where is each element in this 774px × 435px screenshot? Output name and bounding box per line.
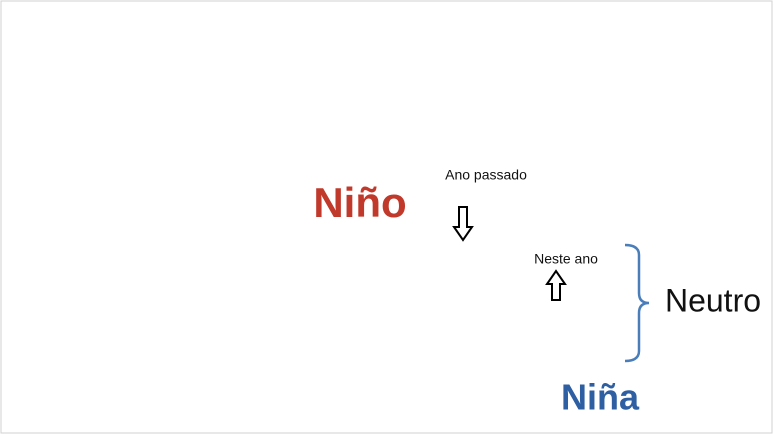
down-arrow [452,206,474,242]
up-arrow [545,269,567,301]
brace [624,243,650,363]
nino-label: Niño [313,179,406,226]
neutro-label: Neutro [665,282,761,318]
neste-ano-label: Neste ano [534,251,598,267]
ano-passado-label: Ano passado [445,167,527,183]
nina-label: Niña [561,377,640,418]
